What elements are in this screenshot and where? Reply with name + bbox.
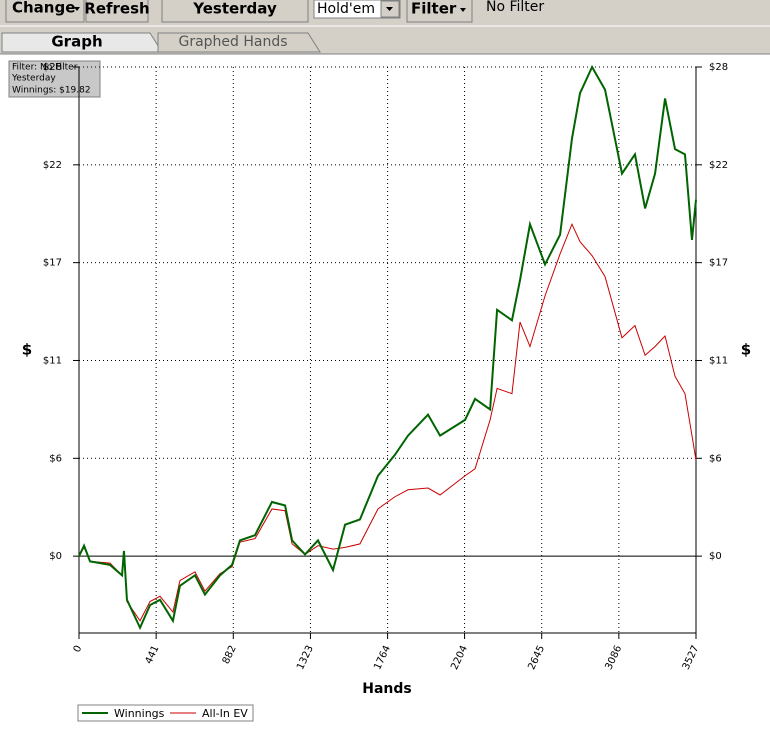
y-tick-label: $6 — [49, 453, 62, 464]
y-tick-label: $11 — [43, 355, 62, 366]
graph-tab[interactable]: Graph — [1, 32, 163, 53]
select-value: Hold'em — [317, 1, 375, 17]
info-line: Winnings: $19.82 — [12, 86, 91, 96]
button-label: Refresh — [84, 0, 149, 18]
x-axis-label: Hands — [362, 681, 412, 697]
y2-axis-label: $ — [741, 341, 751, 359]
dropdown-arrow — [460, 8, 466, 12]
info-box: Filter: No Filter Yesterday Winnings: $1… — [8, 60, 101, 98]
dropdown-arrow — [74, 7, 80, 11]
y-axis-label: $ — [22, 341, 32, 359]
y2-tick-label: $22 — [709, 160, 728, 171]
change-button[interactable]: Change — [5, 0, 85, 23]
tab-shape — [1, 32, 163, 53]
x-tick-label: 0 — [72, 644, 85, 654]
legend-frame — [77, 704, 254, 722]
y-tick-label: $17 — [43, 258, 62, 269]
button-label: Change — [12, 0, 75, 17]
info-frame — [8, 60, 101, 98]
graphed-hands-tab[interactable]: Graphed Hands — [157, 32, 321, 53]
info-line: Yesterday — [11, 74, 56, 84]
button-label: Filter — [411, 0, 457, 18]
button-frame — [406, 0, 473, 23]
tab-label: Graphed Hands — [178, 34, 287, 50]
filter-button[interactable]: Filter — [406, 0, 473, 23]
info-line: Filter: No Filter — [12, 63, 78, 73]
filter-status: No Filter — [486, 0, 544, 15]
button-frame — [161, 0, 309, 23]
button-frame — [85, 0, 149, 23]
yesterday-button[interactable]: Yesterday — [161, 0, 309, 23]
tab-label: Graph — [51, 33, 102, 51]
y-tick-label: $0 — [49, 551, 62, 562]
legend-label: All-In EV — [202, 707, 248, 720]
y2-tick-label: $28 — [709, 62, 728, 73]
series-line — [78, 64, 697, 631]
game-select[interactable]: Hold'em — [313, 0, 401, 19]
legend-label: Winnings — [114, 707, 165, 720]
chart-bg — [0, 54, 770, 730]
tab-shape — [157, 32, 321, 53]
y2-tick-label: $6 — [709, 453, 722, 464]
select-box — [313, 0, 401, 19]
refresh-button[interactable]: Refresh — [84, 0, 150, 23]
button-label: Yesterday — [192, 0, 277, 18]
dropdown-arrow — [386, 7, 393, 11]
series-line — [78, 222, 697, 622]
button-frame — [5, 0, 85, 23]
y-tick-label: $22 — [43, 160, 62, 171]
y-tick-label: $28 — [43, 62, 62, 73]
y2-tick-label: $0 — [709, 551, 722, 562]
y2-tick-label: $17 — [709, 258, 728, 269]
y2-tick-label: $11 — [709, 355, 728, 366]
